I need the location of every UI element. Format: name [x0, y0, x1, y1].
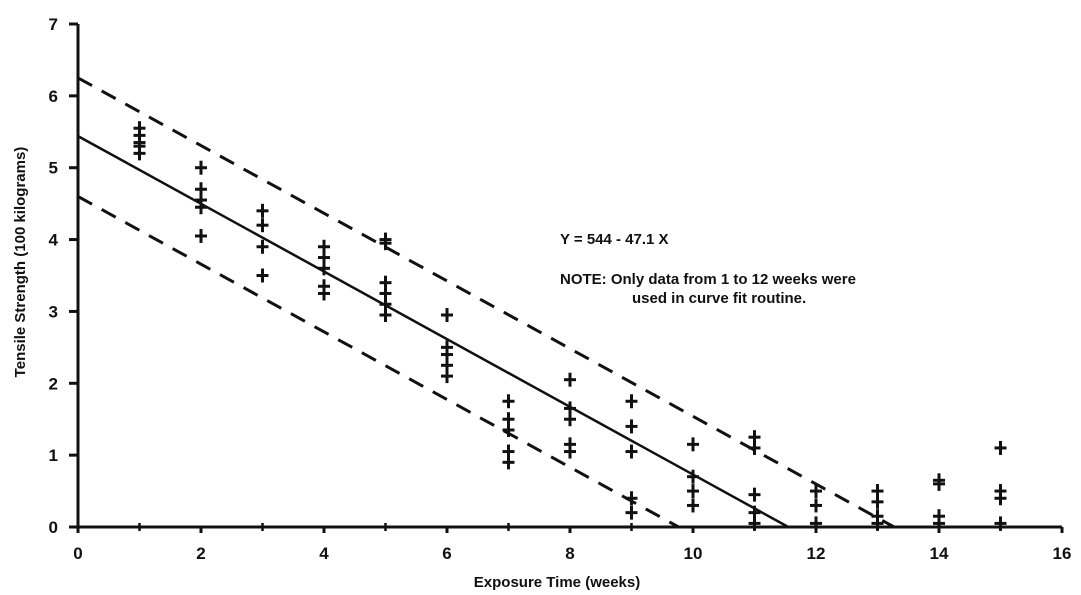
note-annotation-line1: NOTE: Only data from 1 to 12 weeks were: [560, 271, 856, 288]
x-tick-label: 12: [807, 544, 826, 563]
data-point: [441, 308, 453, 323]
x-tick-label: 16: [1053, 544, 1072, 563]
x-tick-label: 2: [196, 544, 205, 563]
upper-confidence-line: [77, 76, 895, 529]
data-point: [810, 498, 822, 513]
data-point: [195, 182, 207, 197]
data-point: [687, 469, 699, 484]
data-point: [195, 160, 207, 175]
y-tick-label: 5: [49, 159, 58, 178]
data-point: [871, 509, 884, 524]
y-tick-label: 6: [49, 87, 58, 106]
data-points: [133, 121, 1007, 531]
data-point: [748, 430, 761, 445]
data-point: [564, 437, 576, 452]
data-point: [994, 440, 1007, 455]
data-point: [625, 491, 638, 506]
data-point: [625, 419, 638, 434]
x-tick-label: 4: [319, 544, 329, 563]
data-point: [871, 484, 884, 499]
data-point: [748, 487, 761, 502]
data-point: [625, 444, 638, 459]
y-axis-ticks: 0 1 2 3 4 5 6 7: [49, 15, 78, 537]
y-tick-label: 4: [49, 231, 59, 250]
x-axis-ticks: 0 2 4 6 8 10 12 14 16: [73, 523, 1071, 563]
data-point: [748, 505, 761, 520]
data-point: [502, 394, 515, 409]
data-point: [625, 505, 638, 520]
data-point: [256, 268, 269, 283]
x-tick-label: 14: [930, 544, 949, 563]
y-axis-title: Tensile Strength (100 kilograms): [12, 147, 29, 378]
data-point: [502, 412, 515, 427]
data-point: [379, 232, 392, 247]
data-point: [256, 203, 269, 218]
data-point: [256, 239, 269, 254]
y-tick-label: 3: [49, 302, 58, 321]
data-point: [564, 401, 576, 416]
data-point: [625, 394, 638, 409]
data-point: [687, 498, 699, 513]
x-tick-label: 10: [684, 544, 703, 563]
x-tick-label: 6: [442, 544, 451, 563]
data-point: [195, 228, 207, 243]
data-point: [810, 484, 822, 499]
x-tick-label: 0: [73, 544, 82, 563]
data-point: [502, 444, 515, 459]
y-tick-label: 0: [49, 518, 58, 537]
data-point: [564, 372, 576, 387]
x-axis-title: Exposure Time (weeks): [474, 574, 640, 591]
x-tick-label: 8: [565, 544, 574, 563]
data-point: [133, 121, 146, 136]
data-point: [441, 340, 453, 355]
data-point: [318, 239, 330, 254]
y-tick-label: 1: [49, 446, 58, 465]
data-point: [256, 218, 269, 233]
y-tick-label: 7: [49, 15, 58, 34]
data-point: [687, 484, 699, 499]
lower-confidence-line: [77, 195, 680, 529]
data-point: [994, 484, 1007, 499]
equation-annotation: Y = 544 - 47.1 X: [560, 231, 669, 248]
data-point: [933, 473, 945, 488]
confidence-band: [77, 76, 895, 529]
data-point: [318, 279, 330, 294]
data-point: [379, 275, 392, 290]
note-annotation-line2: used in curve fit routine.: [632, 290, 806, 307]
data-point: [933, 509, 945, 524]
regression-line: [77, 135, 789, 529]
y-tick-label: 2: [49, 374, 58, 393]
data-point: [687, 437, 699, 452]
